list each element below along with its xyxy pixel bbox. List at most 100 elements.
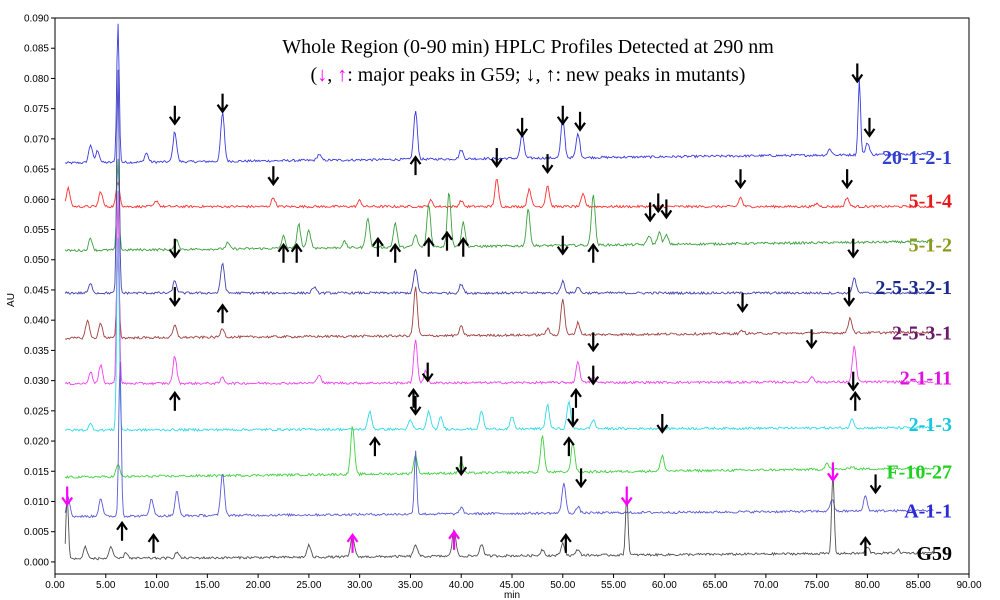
subtitle-part-2: , <box>327 64 337 86</box>
series-label-F-10-27: F-10-27 <box>886 461 952 483</box>
black-up-arrow <box>859 535 872 556</box>
peak-arrows <box>61 63 882 556</box>
black-down-arrow <box>409 395 422 416</box>
black-down-arrow <box>869 474 882 495</box>
trace-2-1-11 <box>64 190 934 386</box>
black-up-arrow <box>389 242 402 263</box>
x-tick-label: 0.00 <box>45 580 65 591</box>
y-tick-label: 0.075 <box>24 104 49 115</box>
black-down-arrow <box>168 105 181 126</box>
chart-title: Whole Region (0-90 min) HPLC Profiles De… <box>282 36 774 58</box>
trace-5-1-4 <box>64 178 934 209</box>
black-down-arrow <box>805 329 818 350</box>
black-down-arrow <box>455 456 468 477</box>
x-tick-label: 15.00 <box>195 580 220 591</box>
black-down-arrow <box>267 166 280 187</box>
black-down-arrow <box>841 169 854 190</box>
black-down-arrow <box>644 202 657 223</box>
x-tick-label: 5.00 <box>96 580 116 591</box>
black-down-arrow <box>516 117 529 138</box>
series-label-A-1-1: A-1-1 <box>904 501 952 523</box>
black-down-arrow <box>168 287 181 307</box>
black-down-arrow <box>736 293 749 314</box>
x-tick-label: 55.00 <box>601 580 626 591</box>
y-tick-label: 0.055 <box>24 225 49 236</box>
x-tick-label: 30.00 <box>347 580 372 591</box>
trace-F-10-27 <box>64 425 934 479</box>
black-up-arrow <box>422 236 435 257</box>
black-down-arrow <box>847 371 860 392</box>
black-up-arrow <box>587 242 600 263</box>
x-tick-label: 45.00 <box>499 580 524 591</box>
black-down-arrow <box>843 287 856 307</box>
series-label-2-1-11: 2-1-11 <box>900 368 952 390</box>
plot-area <box>54 17 970 575</box>
trace-2-5-3-2-1 <box>64 69 934 296</box>
magenta-up-arrow <box>448 529 461 550</box>
series-label-G59: G59 <box>916 543 952 565</box>
black-down-arrow <box>851 63 864 84</box>
x-tick-label: 70.00 <box>753 580 778 591</box>
black-down-arrow <box>863 117 876 138</box>
black-up-arrow <box>849 390 862 411</box>
x-tick-label: 35.00 <box>398 580 423 591</box>
x-tick-label: 20.00 <box>246 580 271 591</box>
black-up-arrow <box>116 520 128 541</box>
x-tick-label: 80.00 <box>855 580 880 591</box>
black-down-arrow <box>574 111 586 132</box>
subtitle-magenta-down-arrow: ↓ <box>317 64 327 86</box>
series-traces <box>64 23 934 561</box>
x-axis: 0.00 5.00 10.00 15.00 20.00 25.00 30.00 35.00 40… <box>45 574 982 591</box>
y-tick-label: 0.040 <box>24 316 49 327</box>
y-tick-label: 0.035 <box>24 346 49 357</box>
black-down-arrow <box>556 235 569 256</box>
trace-2-1-3 <box>64 237 934 432</box>
trace-A-1-1 <box>64 361 934 519</box>
black-down-arrow <box>168 238 181 259</box>
x-tick-label: 75.00 <box>804 580 829 591</box>
black-down-arrow <box>652 193 665 214</box>
y-tick-label: 0.090 <box>24 14 49 25</box>
x-tick-label: 10.00 <box>144 580 169 591</box>
trace-2-5-3-1 <box>64 254 934 340</box>
black-down-arrow <box>216 93 229 114</box>
subtitle-part-4: : major peaks in G59; ↓, ↑: new peaks in… <box>347 64 745 86</box>
x-tick-label: 65.00 <box>703 580 728 591</box>
black-up-arrow <box>290 242 303 263</box>
black-up-arrow <box>369 436 381 457</box>
black-up-arrow <box>277 242 290 263</box>
black-down-arrow <box>660 199 673 220</box>
black-down-arrow <box>587 332 600 353</box>
black-down-arrow <box>556 105 569 126</box>
series-label-20-1-2-1: 20-1-2-1 <box>882 147 952 169</box>
y-tick-label: 0.030 <box>24 376 49 387</box>
y-axis: 0.000 0.005 0.010 0.015 0.020 0.025 0.030 0.035… <box>24 14 55 568</box>
series-labels: 20-1-2-1 5-1-4 5-1-2 2-5-3-2-1 2-5-3-1 2-1-11… <box>875 147 952 565</box>
magenta-down-arrow <box>827 462 839 483</box>
series-label-5-1-4: 5-1-4 <box>909 191 952 213</box>
black-down-arrow <box>567 407 579 428</box>
magenta-down-arrow <box>620 486 633 507</box>
black-down-arrow <box>421 362 434 383</box>
y-tick-label: 0.060 <box>24 195 49 206</box>
y-tick-label: 0.070 <box>24 134 49 145</box>
x-axis-title: min <box>504 590 520 600</box>
series-label-2-5-3-2-1: 2-5-3-2-1 <box>875 277 952 299</box>
series-label-2-5-3-1: 2-5-3-1 <box>892 322 952 344</box>
x-tick-label: 85.00 <box>906 580 931 591</box>
black-down-arrow <box>575 468 587 489</box>
black-up-arrow <box>457 236 470 257</box>
trace-5-1-2 <box>64 158 934 253</box>
subtitle-part-0: ( <box>311 64 318 86</box>
x-tick-label: 40.00 <box>449 580 474 591</box>
y-tick-label: 0.085 <box>24 44 49 55</box>
x-tick-label: 60.00 <box>652 580 677 591</box>
black-up-arrow <box>562 436 575 457</box>
y-tick-label: 0.010 <box>24 497 49 508</box>
x-tick-label: 25.00 <box>296 580 321 591</box>
chart-subtitle: (↓, ↑: major peaks in G59; ↓, ↑: new pea… <box>311 64 746 86</box>
black-down-arrow <box>734 169 747 190</box>
black-up-arrow <box>168 390 181 411</box>
trace-20-1-2-1 <box>64 23 934 165</box>
